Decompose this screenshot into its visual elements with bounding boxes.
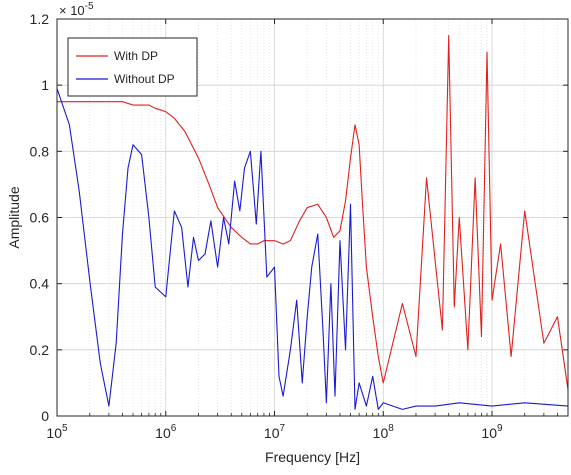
y-tick-label: 0.6 (30, 210, 50, 226)
y-axis-multiplier-exponent: -5 (85, 1, 94, 12)
y-tick-label: 0.4 (30, 276, 50, 292)
y-tick-label: 0.2 (30, 342, 50, 358)
y-axis: 0 0.2 0.4 0.6 0.8 1 1.2 (30, 11, 568, 424)
series-layer (56, 34, 569, 410)
x-tick-label: 106 (155, 423, 177, 441)
legend: With DP Without DP (67, 37, 198, 97)
series-line-with-dp (57, 34, 569, 390)
x-tick-label: 107 (264, 423, 286, 441)
x-tick-label: 108 (373, 423, 395, 441)
legend-box (67, 37, 198, 97)
legend-label-without-dp: Without DP (114, 72, 175, 86)
x-axis-label: Frequency [Hz] (265, 449, 360, 465)
x-axis: 105 106 107 108 109 (46, 19, 558, 441)
y-axis-label: Amplitude (6, 186, 22, 248)
y-tick-label: 1 (41, 77, 49, 93)
y-tick-label: 1.2 (30, 11, 50, 27)
y-axis-multiplier: × 10-5 (59, 1, 94, 18)
y-axis-multiplier-base: × 10 (59, 3, 85, 18)
legend-label-with-dp: With DP (114, 49, 158, 63)
x-tick-label: 105 (46, 423, 68, 441)
x-tick-label: 109 (481, 423, 503, 441)
y-tick-label: 0 (41, 408, 49, 424)
series-line-without-dp (56, 88, 569, 410)
y-tick-label: 0.8 (30, 143, 50, 159)
